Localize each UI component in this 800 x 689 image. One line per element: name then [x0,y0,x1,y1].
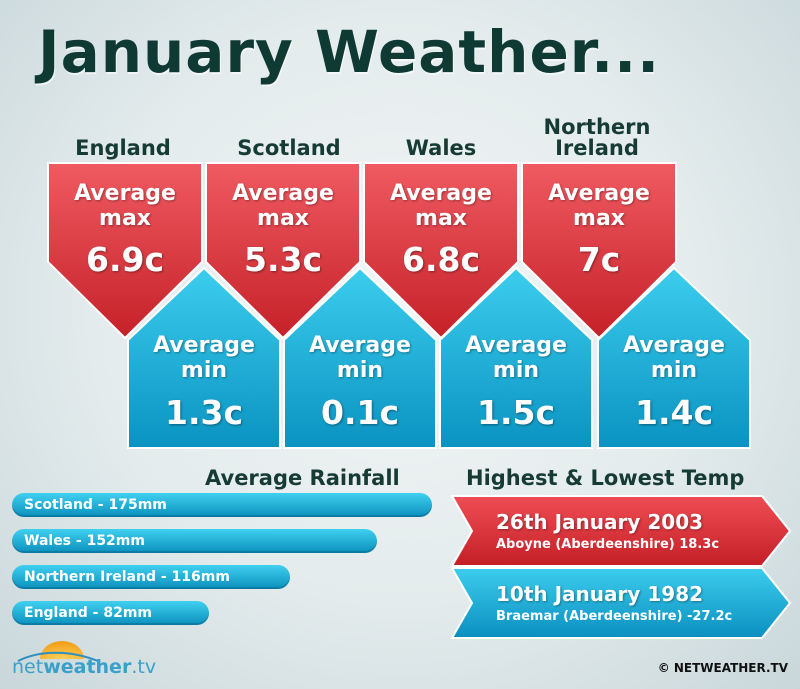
max-shape-northern-ireland [521,162,677,340]
region-name-wales: Wales [405,136,477,160]
region-name-line2: Ireland [555,136,639,160]
max-shape-england [47,162,203,340]
region-name-england: England [75,136,171,160]
highest-date: 26th January 2003 [496,510,704,534]
max-label-scotland: Average max [207,181,359,231]
rainfall-bar-label: Northern Ireland - 116mm [24,569,230,585]
highest-arrow [450,495,792,567]
max-label-line2: max [573,206,625,231]
min-label-line1: Average [309,333,411,358]
max-value-northern-ireland: 7c [577,240,621,279]
max-label-line2: max [99,206,151,231]
max-label-northern-ireland: Average max [523,181,675,231]
min-shape-scotland [283,266,437,449]
rainfall-bar: Northern Ireland - 116mm [12,565,290,589]
lowest-place: Braemar (Aberdeenshire) -27.2c [496,609,733,624]
max-label-line1: Average [232,181,334,206]
highest-place: Aboyne (Aberdeenshire) 18.3c [496,537,720,552]
extremes-title: Highest & Lowest Temp [466,466,745,490]
min-value-england: 1.3c [164,393,244,432]
logo-part3: .tv [131,656,157,678]
max-value-wales: 6.8c [401,240,481,279]
copyright-text: © NETWEATHER.TV [657,661,788,675]
rainfall-bar-label: England - 82mm [24,605,153,621]
min-label-scotland: Average min [284,333,436,383]
max-value-england: 6.9c [85,240,165,279]
rainfall-bar: Scotland - 175mm [12,493,432,517]
min-label-line2: min [336,358,384,383]
min-label-line2: min [650,358,698,383]
max-label-line1: Average [74,181,176,206]
max-value-scotland: 5.3c [243,240,323,279]
rainfall-bar-label: Scotland - 175mm [24,497,167,513]
min-value-scotland: 0.1c [320,393,400,432]
page-title: January Weather... [38,18,661,86]
min-value-wales: 1.5c [476,393,556,432]
max-shape-scotland [205,162,361,340]
min-shape-england [127,266,281,449]
min-label-northern-ireland: Average min [598,333,750,383]
lowest-arrow [450,567,792,639]
region-name-scotland: Scotland [237,136,341,160]
max-label-line1: Average [390,181,492,206]
netweather-logo[interactable]: netweather.tv [12,656,156,678]
logo-part2: weather [43,656,132,678]
rainfall-title: Average Rainfall [205,466,400,490]
min-label-line2: min [180,358,228,383]
max-shape-wales [363,162,519,340]
max-label-england: Average max [49,181,201,231]
min-label-line1: Average [153,333,255,358]
min-label-england: Average min [128,333,280,383]
region-name-northern-ireland: Northern Ireland [512,117,682,159]
lowest-date: 10th January 1982 [496,582,704,606]
min-label-line2: min [492,358,540,383]
max-label-line1: Average [548,181,650,206]
rainfall-bar-label: Wales - 152mm [24,533,145,549]
rainfall-bar: England - 82mm [12,601,209,625]
min-value-northern-ireland: 1.4c [634,393,714,432]
max-label-line2: max [257,206,309,231]
rainfall-bar: Wales - 152mm [12,529,377,553]
min-label-line1: Average [465,333,567,358]
min-label-line1: Average [623,333,725,358]
min-shape-wales [439,266,593,449]
max-label-line2: max [415,206,467,231]
max-label-wales: Average max [365,181,517,231]
region-name-line1: Northern [543,115,651,139]
logo-part1: net [12,656,44,678]
min-label-wales: Average min [440,333,592,383]
min-shape-northern-ireland [597,266,751,449]
